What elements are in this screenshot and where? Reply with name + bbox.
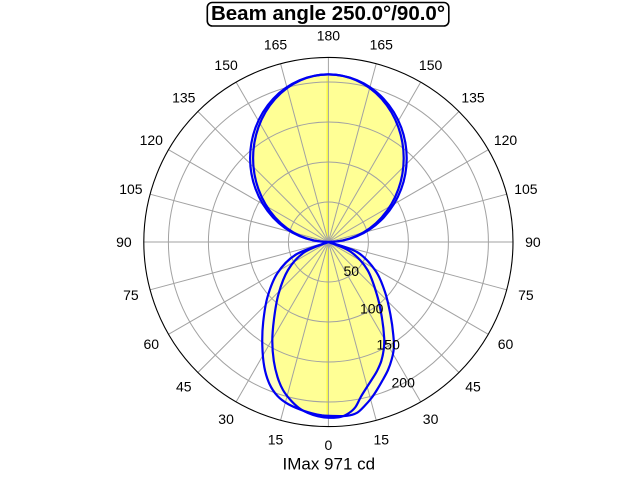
svg-text:60: 60 — [498, 336, 514, 352]
svg-text:180: 180 — [317, 28, 341, 44]
svg-text:Beam angle 250.0°/90.0°: Beam angle 250.0°/90.0° — [211, 2, 445, 25]
svg-text:150: 150 — [419, 57, 443, 73]
svg-text:135: 135 — [172, 89, 196, 105]
svg-text:120: 120 — [494, 132, 518, 148]
svg-text:150: 150 — [214, 57, 238, 73]
svg-text:75: 75 — [123, 287, 139, 303]
svg-text:15: 15 — [268, 432, 284, 448]
svg-text:0: 0 — [325, 437, 333, 453]
svg-text:200: 200 — [392, 375, 416, 391]
svg-text:50: 50 — [344, 263, 360, 279]
svg-text:135: 135 — [461, 89, 485, 105]
svg-text:IMax 971 cd: IMax 971 cd — [282, 455, 375, 474]
svg-text:15: 15 — [374, 432, 390, 448]
svg-text:75: 75 — [518, 287, 534, 303]
svg-text:30: 30 — [218, 411, 234, 427]
svg-text:100: 100 — [360, 301, 384, 317]
svg-text:105: 105 — [119, 181, 143, 197]
svg-text:45: 45 — [465, 379, 481, 395]
svg-text:90: 90 — [525, 234, 541, 250]
svg-text:30: 30 — [423, 411, 439, 427]
svg-text:165: 165 — [370, 37, 394, 53]
svg-text:105: 105 — [514, 181, 538, 197]
svg-text:120: 120 — [140, 132, 164, 148]
svg-text:150: 150 — [377, 337, 401, 353]
svg-text:60: 60 — [144, 336, 160, 352]
svg-text:165: 165 — [264, 37, 288, 53]
svg-text:90: 90 — [116, 234, 132, 250]
svg-text:45: 45 — [176, 379, 192, 395]
